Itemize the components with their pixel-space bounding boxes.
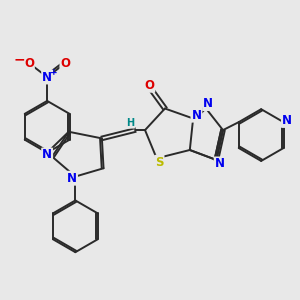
Text: O: O bbox=[24, 57, 34, 70]
Text: N: N bbox=[42, 148, 52, 161]
Text: N: N bbox=[191, 109, 202, 122]
Text: O: O bbox=[144, 79, 154, 92]
Text: −: − bbox=[14, 53, 26, 67]
Text: N: N bbox=[215, 158, 225, 170]
Text: S: S bbox=[155, 156, 164, 169]
Text: +: + bbox=[50, 68, 58, 76]
Text: N: N bbox=[42, 70, 52, 83]
Text: N: N bbox=[67, 172, 77, 185]
Text: N: N bbox=[203, 97, 213, 110]
Text: N: N bbox=[282, 114, 292, 127]
Text: O: O bbox=[60, 57, 70, 70]
Text: H: H bbox=[126, 118, 134, 128]
